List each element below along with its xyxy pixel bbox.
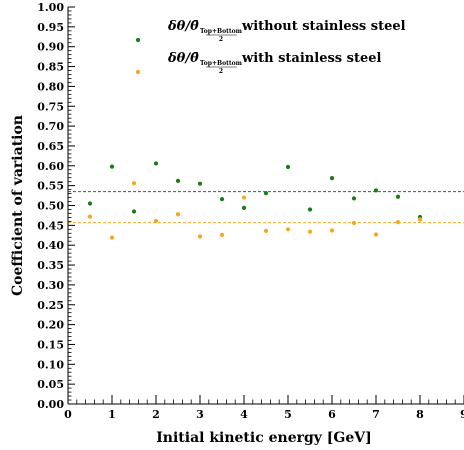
data-point: [131, 209, 137, 214]
y-tick-label: 0.10: [37, 358, 64, 371]
data-point: [153, 161, 159, 166]
y-tick-label: 0.60: [37, 160, 64, 173]
data-point: [241, 195, 247, 200]
data-point: [219, 197, 225, 202]
y-tick-label: 0.00: [37, 398, 64, 411]
y-tick-label: 0.85: [37, 61, 64, 74]
data-point: [219, 232, 225, 237]
data-point: [307, 229, 313, 234]
y-tick-label: 0.70: [37, 120, 64, 133]
legend-label: with stainless steel: [241, 51, 381, 66]
data-point: [87, 201, 93, 206]
data-point: [263, 191, 269, 196]
x-tick-label: 0: [64, 408, 72, 421]
data-point: [263, 228, 269, 234]
data-point: [109, 164, 115, 169]
data-point: [197, 234, 203, 239]
data-point: [197, 181, 203, 186]
x-axis-title: Initial kinetic energy [GeV]: [156, 430, 372, 446]
data-point: [285, 227, 291, 232]
x-tick-label: 8: [416, 408, 424, 421]
mean-lines: [68, 191, 464, 224]
legend-math: δθ/θ̄: [167, 19, 199, 34]
y-tick-label: 0.20: [37, 319, 64, 332]
legend-marker: [135, 37, 141, 43]
y-tick-label: 0.50: [37, 200, 64, 213]
data-point: [329, 228, 335, 233]
x-tick-label: 7: [372, 408, 380, 421]
y-tick-label: 0.40: [37, 239, 64, 252]
data-point: [87, 214, 93, 219]
legend-label: without stainless steel: [241, 19, 406, 34]
y-tick-label: 0.55: [37, 180, 64, 193]
y-axis-title: Coefficient of variation: [10, 115, 26, 296]
y-tick-label: 0.75: [37, 100, 64, 113]
x-tick-label: 4: [240, 408, 248, 421]
legend-math: δθ/θ̄: [167, 51, 199, 66]
x-tick-label: 5: [284, 408, 292, 421]
data-point: [175, 178, 181, 183]
data-point: [285, 164, 291, 170]
y-tick-label: 0.45: [37, 219, 64, 232]
y-tick-label: 0.15: [37, 338, 64, 351]
x-tick-label: 2: [152, 408, 160, 421]
data-point: [131, 181, 137, 186]
y-tick-label: 0.05: [37, 378, 64, 391]
x-tick-label: 9: [460, 408, 464, 421]
data-point: [109, 235, 115, 240]
data-point: [395, 194, 401, 199]
data-point: [351, 196, 357, 201]
data-point: [329, 176, 335, 181]
data-point: [417, 217, 423, 222]
data-point: [241, 205, 247, 210]
x-tick-label: 3: [196, 408, 204, 421]
x-tick-label: 1: [108, 408, 116, 421]
data-point: [395, 220, 401, 225]
y-tick-label: 0.35: [37, 259, 64, 272]
legend-subscript-denominator: 2: [219, 68, 223, 75]
data-points: [87, 161, 423, 240]
legend-subscript-denominator: 2: [219, 36, 223, 43]
x-tick-label: 6: [328, 408, 336, 421]
y-tick-label: 1.00: [37, 1, 64, 14]
data-point: [373, 232, 379, 237]
data-point: [307, 207, 313, 212]
legend-subscript: Top+Bottom: [200, 60, 243, 67]
axes: 0.00 0.05 0.10 0.15 0.20 0.25 0.30 0.35 0.40 0.45…: [37, 1, 464, 421]
y-tick-label: 0.90: [37, 41, 64, 54]
data-point: [175, 212, 181, 217]
y-tick-label: 0.95: [37, 21, 64, 34]
data-point: [153, 218, 159, 224]
y-tick-label: 0.25: [37, 299, 64, 312]
y-tick-label: 0.80: [37, 80, 64, 93]
legend-subscript: Top+Bottom: [200, 28, 243, 35]
legend-marker: [135, 69, 141, 75]
y-tick-label: 0.30: [37, 279, 64, 292]
y-tick-label: 0.65: [37, 140, 64, 153]
data-point: [373, 188, 379, 193]
data-point: [351, 220, 357, 226]
